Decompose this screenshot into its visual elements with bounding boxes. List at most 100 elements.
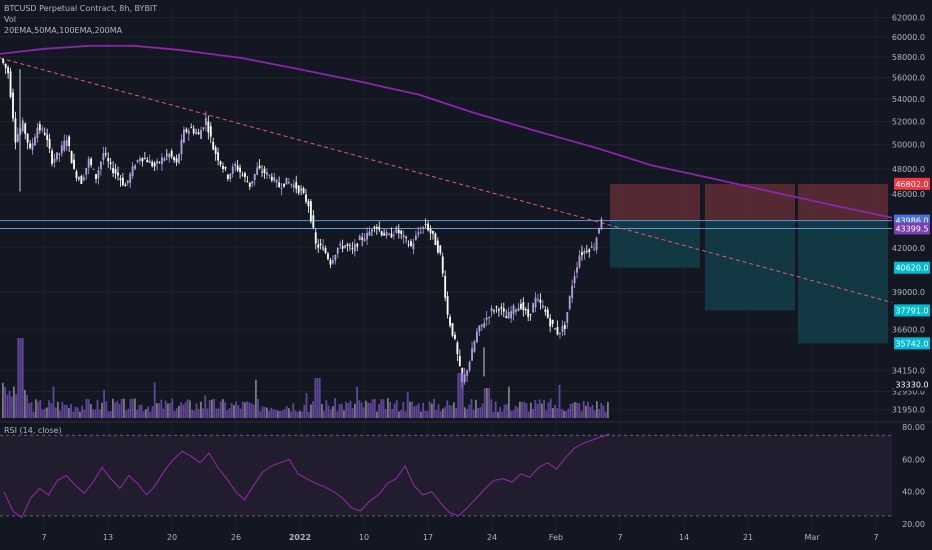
- candle-body: [392, 234, 395, 236]
- volume-bar: [323, 410, 325, 418]
- candle-body: [593, 248, 596, 250]
- candle-body: [344, 245, 346, 248]
- candle-body: [182, 129, 185, 143]
- volume-bar: [197, 408, 200, 418]
- candle-body: [43, 132, 46, 135]
- time-tick-label: 7: [873, 533, 878, 542]
- trend-line: [0, 57, 893, 303]
- candle-body: [75, 171, 78, 178]
- candle-body: [119, 178, 122, 180]
- volume-bar: [296, 411, 299, 418]
- candle-body: [251, 180, 254, 184]
- candle-body: [14, 118, 17, 143]
- volume-bar: [450, 405, 453, 418]
- volume-bar: [164, 400, 167, 418]
- candle-body: [517, 307, 520, 312]
- volume-bar: [560, 408, 563, 418]
- time-tick-label: 7: [41, 533, 46, 542]
- price-tick-label: 42000.0: [892, 244, 925, 253]
- candle-body: [490, 307, 493, 312]
- candle-body: [77, 177, 80, 180]
- candle-body: [539, 299, 542, 303]
- candle-body: [121, 177, 124, 186]
- volume-bar: [503, 404, 506, 418]
- volume-bar: [204, 395, 207, 418]
- rsi-tick-label: 40.00: [902, 488, 925, 497]
- chart-title: BTCUSD Perpetual Contract, 8h, BYBIT: [4, 4, 158, 13]
- price-tag-box: [894, 177, 930, 190]
- price-tag-label: 33330.0: [895, 381, 928, 390]
- candle-body: [9, 71, 12, 97]
- volume-bar: [303, 404, 306, 418]
- volume-bar: [101, 402, 103, 418]
- candle-body: [16, 134, 19, 142]
- candle-body: [361, 237, 364, 240]
- volume-bar: [244, 402, 246, 418]
- candle-body: [561, 326, 564, 333]
- volume-bar: [28, 403, 31, 418]
- volume-bar: [571, 403, 574, 418]
- volume-bar: [554, 404, 556, 418]
- time-tick-label: Feb: [549, 533, 563, 542]
- volume-bar: [235, 401, 237, 418]
- volume-bar: [380, 399, 383, 418]
- volume-bar: [156, 403, 158, 418]
- stop-loss-zone: [610, 183, 700, 221]
- volume-bar: [501, 411, 504, 418]
- candle-body: [341, 246, 344, 249]
- candle-body: [358, 236, 361, 240]
- volume-bar: [519, 401, 521, 418]
- volume-bar: [175, 408, 178, 418]
- volume-bar: [593, 410, 596, 418]
- volume-bar: [191, 409, 193, 418]
- price-tag-label: 35742.0: [895, 339, 928, 348]
- volume-bar: [54, 407, 57, 418]
- volume-bar: [270, 407, 273, 418]
- candle-body: [309, 201, 312, 222]
- candle-body: [578, 255, 581, 268]
- price-tag-label: 46802.0: [895, 180, 928, 189]
- volume-bar: [343, 410, 345, 418]
- volume-bar: [105, 401, 108, 418]
- volume-bar: [479, 407, 482, 418]
- candle-body: [322, 245, 325, 251]
- volume-bar: [167, 403, 169, 418]
- volume-bar: [259, 411, 262, 418]
- candle-body: [390, 233, 393, 238]
- volume-bar: [239, 408, 242, 418]
- volume-bar: [219, 401, 222, 418]
- candle-body: [219, 161, 222, 165]
- candle-body: [82, 177, 85, 181]
- candle-body: [292, 184, 295, 188]
- candle-body: [412, 243, 415, 250]
- volume-bar: [580, 411, 583, 418]
- volume-bar: [228, 408, 231, 418]
- candle-body: [324, 248, 327, 254]
- volume-bar: [336, 411, 339, 418]
- volume-bar: [241, 401, 244, 418]
- candle-body: [451, 323, 454, 336]
- candle-body: [65, 140, 68, 147]
- time-tick-label: 20: [167, 533, 177, 542]
- candle-body: [585, 251, 588, 252]
- volume-bar: [525, 403, 528, 418]
- volume-bar: [490, 399, 493, 418]
- volume-bar: [549, 398, 552, 418]
- candle-body: [158, 161, 161, 163]
- volume-bar: [263, 406, 266, 418]
- volume-bar: [17, 338, 20, 418]
- volume-bar: [439, 411, 442, 418]
- volume-bar: [541, 403, 543, 418]
- volume-bar: [230, 403, 233, 418]
- volume-bar: [123, 398, 125, 418]
- volume-bar: [481, 403, 484, 418]
- volume-bar: [299, 410, 301, 418]
- rsi-tick-label: 80.00: [902, 423, 925, 432]
- candle-body: [368, 231, 371, 236]
- candle-body: [99, 161, 102, 170]
- volume-bar: [499, 407, 501, 418]
- candle-body: [31, 143, 34, 150]
- rsi-band-fill: [0, 435, 892, 516]
